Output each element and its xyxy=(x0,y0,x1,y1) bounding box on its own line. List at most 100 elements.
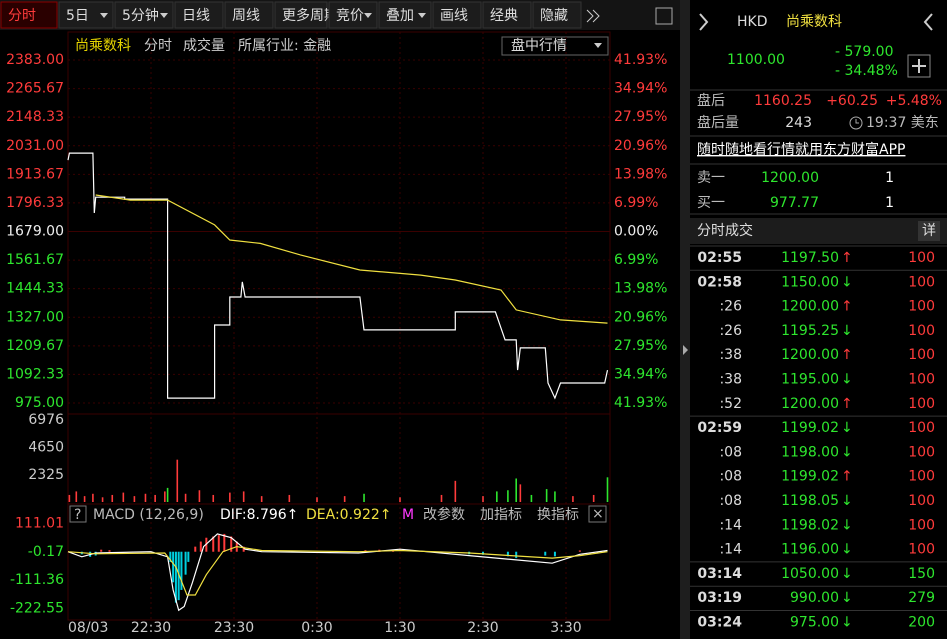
after-vol: 243 xyxy=(785,115,812,131)
trades-header-bg xyxy=(690,218,947,244)
volume-bar xyxy=(176,459,179,502)
volume-bar xyxy=(606,477,609,502)
macd-button[interactable]: 加指标 xyxy=(480,507,522,523)
trade-time: :08 xyxy=(719,444,742,460)
macd-bar xyxy=(180,551,183,590)
volume-bar xyxy=(75,491,78,502)
trade-vol: 100 xyxy=(908,444,935,460)
macd-bar xyxy=(217,535,220,552)
macd-button[interactable]: 改参数 xyxy=(423,506,465,523)
trade-price: 1196.00 xyxy=(781,542,839,558)
price-label: 1092.33 xyxy=(6,366,64,382)
trade-vol: 150 xyxy=(908,566,935,582)
volume-bar xyxy=(101,497,104,502)
toolbar-label: 画线 xyxy=(440,8,468,24)
macd-bar xyxy=(544,551,547,556)
trade-time: 03:14 xyxy=(697,566,742,582)
ask-label: 卖一 xyxy=(697,170,725,186)
toolbar-button[interactable] xyxy=(432,1,482,29)
toolbar-button[interactable] xyxy=(174,1,224,29)
toolbar-label: 隐藏 xyxy=(540,8,568,24)
macd-button[interactable]: 换指标 xyxy=(537,506,579,523)
macd-title: MACD (12,26,9) xyxy=(93,507,204,523)
volume-bar xyxy=(515,478,517,502)
prev-arrow[interactable] xyxy=(699,13,709,31)
next-arrow[interactable] xyxy=(923,13,933,31)
app-link[interactable]: 随时随地看行情就用东方财富APP xyxy=(697,141,905,158)
pct-label: 13.98% xyxy=(614,166,667,182)
volume-bar xyxy=(83,496,86,502)
trade-price: 1195.00 xyxy=(781,372,839,388)
macd-bar xyxy=(515,551,518,559)
macd-m: M xyxy=(402,507,414,523)
toolbar-label: 分时 xyxy=(8,8,36,24)
toolbar-button[interactable] xyxy=(274,1,328,29)
pct-label: 6.99% xyxy=(614,252,658,268)
trade-vol: 100 xyxy=(908,299,935,315)
time-label: 1:30 xyxy=(384,620,415,636)
pct-label: 27.95% xyxy=(614,109,667,125)
bid-vol: 1 xyxy=(885,195,894,211)
trade-dir: ↑ xyxy=(841,299,853,315)
volume-bar xyxy=(554,491,556,502)
chart-mode[interactable]: 盘中行情 xyxy=(511,37,567,54)
price-label: 2148.33 xyxy=(6,109,64,125)
volume-bar xyxy=(572,496,574,502)
pct-label: 41.93% xyxy=(614,395,667,411)
volume-bar xyxy=(454,480,457,502)
expand-icon[interactable] xyxy=(655,7,673,25)
macd-bar xyxy=(223,533,226,552)
macd-bar xyxy=(184,551,187,575)
help-box[interactable] xyxy=(69,505,87,523)
after-pct: +5.48% xyxy=(886,93,942,109)
volume-bar xyxy=(164,491,166,502)
change-pct: - 34.48% xyxy=(835,63,898,79)
pct-label: 34.94% xyxy=(614,366,667,382)
toolbar-button[interactable] xyxy=(482,1,532,29)
trade-time: :14 xyxy=(719,542,742,558)
toolbar-button[interactable] xyxy=(224,1,274,29)
after-label: 盘后 xyxy=(697,92,725,109)
ask-vol: 1 xyxy=(885,170,894,186)
trade-time: :08 xyxy=(719,493,742,509)
volume-bar xyxy=(68,494,71,502)
chart-name: 尚乘数科 xyxy=(75,38,131,54)
price-label: 1913.67 xyxy=(6,166,64,182)
more-icon[interactable] xyxy=(586,9,600,23)
volume-bar xyxy=(482,496,484,502)
toolbar-button[interactable] xyxy=(532,1,582,29)
trades-detail[interactable]: 详 xyxy=(922,223,936,239)
volume-bar xyxy=(592,494,595,502)
dropdown-arrow xyxy=(160,13,168,18)
volume-label: 4650 xyxy=(28,440,64,456)
trade-vol: 200 xyxy=(908,615,935,631)
trade-dir: ↓ xyxy=(841,615,853,631)
toolbar-button[interactable] xyxy=(0,1,58,29)
macd-bar xyxy=(506,551,509,557)
macd-label: 111.01 xyxy=(15,515,64,531)
detail-button[interactable] xyxy=(918,221,940,241)
macd-bar xyxy=(242,546,245,552)
macd-close: × xyxy=(592,506,604,522)
price-label: 2031.00 xyxy=(6,138,64,154)
time-label: 2:30 xyxy=(467,620,498,636)
trade-price: 1150.00 xyxy=(781,274,839,290)
macd-bar xyxy=(174,551,177,603)
macd-label: -111.36 xyxy=(10,572,64,588)
trades-title: 分时成交 xyxy=(697,222,753,239)
dropdown-arrow xyxy=(418,13,426,18)
trade-vol: 100 xyxy=(908,347,935,363)
macd-bar xyxy=(177,551,180,601)
clock-hands xyxy=(855,119,859,124)
volume-bar xyxy=(229,492,231,502)
toolbar-label: 更多周期 xyxy=(282,7,338,24)
splitter[interactable] xyxy=(680,0,690,639)
add-button[interactable] xyxy=(907,54,931,78)
time-label: 22:30 xyxy=(131,620,171,636)
mode-select[interactable] xyxy=(501,36,609,56)
price-label: 1796.33 xyxy=(6,195,64,211)
pct-label: 34.94% xyxy=(614,81,667,97)
bid-label: 买一 xyxy=(697,195,725,211)
close-box[interactable] xyxy=(588,505,607,523)
